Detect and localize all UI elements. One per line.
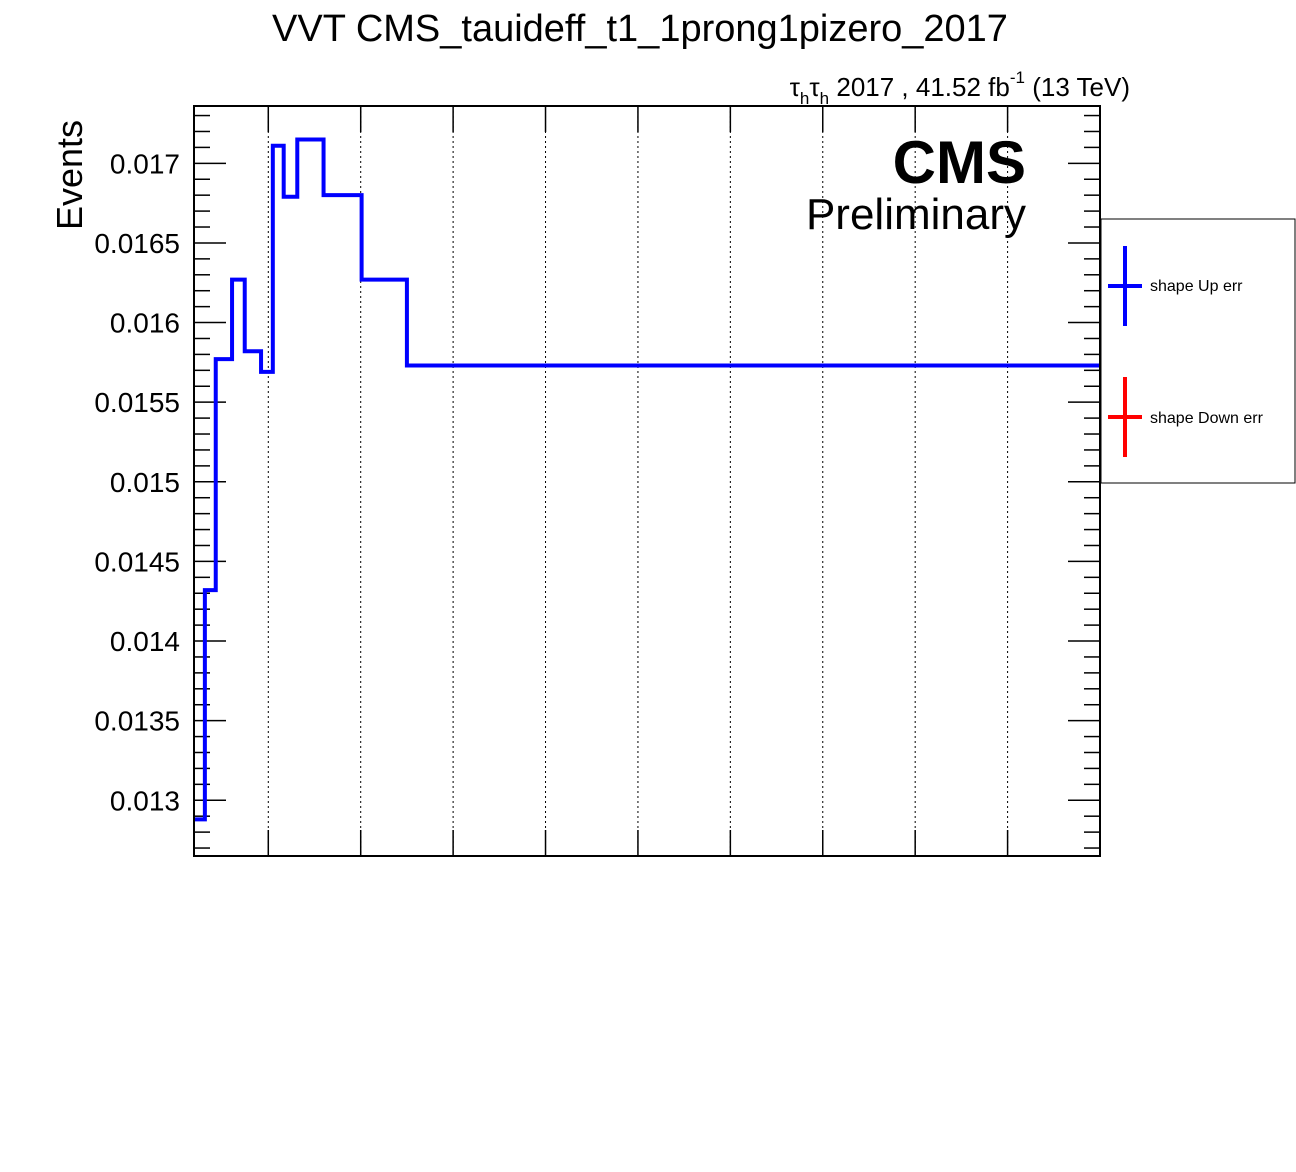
lumi-suffix: (13 TeV) [1025,72,1130,102]
chart-title: VVT CMS_tauideff_t1_1prong1pizero_2017 [272,8,1008,50]
lumi-tau-2: τ [809,72,820,102]
lumi-label: τhτh 2017 , 41.52 fb-1 (13 TeV) [790,68,1130,108]
legend-entry-up: shape Up err [1108,246,1243,326]
y-tick-label-0: 0.013 [110,785,180,816]
lumi-main: 2017 , 41.52 fb [829,72,1010,102]
y-tick-label-8: 0.017 [110,148,180,179]
y-tick-label-7: 0.0165 [94,228,180,259]
series-line-0 [194,137,1100,822]
y-tick-labels: 0.013 0.0135 0.014 0.0145 0.015 0.0155 0.016 0.… [94,148,180,816]
plot-frame [193,105,1101,857]
legend-box [1100,218,1296,484]
y-tick-label-4: 0.015 [110,467,180,498]
legend-entry-down: shape Down err [1108,377,1264,457]
y-tick-label-1: 0.0135 [94,706,180,737]
lumi-sub-1: h [800,89,809,108]
y-tick-label-3: 0.0145 [94,546,180,577]
y-axis-label: Events [49,120,90,230]
preliminary-label: Preliminary [806,190,1026,239]
series-layer [194,137,1100,822]
y-tick-label-6: 0.016 [110,308,180,339]
lumi-sup: -1 [1010,68,1025,87]
axis-ticks [194,106,1100,856]
cms-label: CMS [893,129,1026,196]
lumi-sub-2: h [820,89,829,108]
legend-label-down: shape Down err [1150,410,1264,427]
y-tick-label-5: 0.0155 [94,387,180,418]
legend-label-up: shape Up err [1150,278,1243,295]
y-tick-label-2: 0.014 [110,626,180,657]
legend: shape Up err shape Down err [1100,218,1296,484]
lumi-tau-1: τ [790,72,801,102]
